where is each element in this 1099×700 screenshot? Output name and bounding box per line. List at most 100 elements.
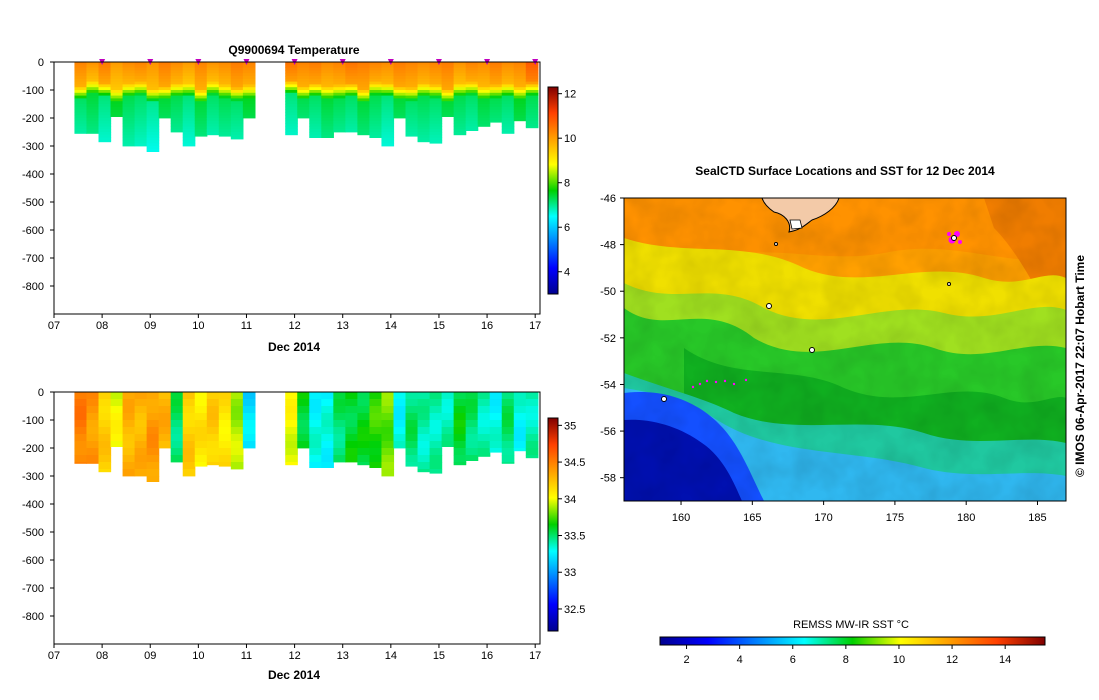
temperature-cell	[182, 62, 196, 66]
temperature-cell	[381, 129, 395, 133]
salinity-cell	[122, 469, 136, 477]
temperature-cell	[429, 104, 443, 108]
salinity-cell	[525, 420, 539, 428]
temperature-cell	[381, 90, 395, 94]
temperature-cell	[74, 129, 88, 133]
temperature-cell	[110, 104, 124, 108]
salinity-cell	[357, 448, 371, 456]
temperature-cell	[242, 90, 256, 94]
temperature-cell	[170, 73, 184, 77]
temperature-cell	[146, 70, 160, 74]
salinity-cell	[357, 427, 371, 435]
salinity-cell	[218, 427, 232, 435]
lon-tick-label: 180	[957, 512, 975, 524]
temperature-cell	[158, 106, 172, 110]
temperature-cell	[74, 115, 88, 119]
temperature-cell	[194, 81, 208, 85]
temperature-cell	[381, 112, 395, 116]
salinity-cell	[285, 406, 298, 414]
y-tick-label: -500	[22, 527, 44, 539]
temperature-cell	[441, 62, 455, 66]
temperature-cell	[465, 95, 479, 99]
salinity-cell	[134, 399, 148, 407]
salinity-cell	[218, 413, 232, 421]
salinity-cell	[369, 420, 383, 428]
temperature-cell	[309, 70, 322, 74]
salinity-cell	[86, 434, 100, 442]
temperature-cell	[489, 64, 503, 68]
temperature-cell	[501, 123, 515, 127]
salinity-cell	[501, 441, 515, 449]
temperature-cell	[74, 123, 88, 127]
temperature-cell	[477, 104, 491, 108]
temperature-cell	[525, 73, 539, 77]
temperature-cell	[369, 134, 383, 138]
temperature-cell	[194, 109, 208, 113]
salinity-cell	[74, 392, 88, 400]
salinity-cell	[98, 469, 112, 473]
temperature-cell	[477, 84, 491, 88]
temperature-cell	[417, 84, 431, 88]
temperature-cell	[218, 132, 232, 136]
temperature-cell	[230, 126, 244, 130]
temperature-cell	[206, 98, 220, 102]
salinity-cell	[477, 406, 491, 414]
temperature-cell	[122, 118, 136, 122]
temperature-cell	[417, 81, 431, 85]
temperature-cell	[182, 76, 196, 80]
temperature-cell	[206, 126, 220, 130]
temperature-cell	[218, 67, 232, 71]
temperature-cell	[357, 95, 371, 99]
temperature-cell	[206, 132, 220, 136]
temperature-cell	[453, 101, 467, 105]
temperature-cell	[489, 120, 503, 123]
temperature-cell	[501, 81, 515, 85]
salinity-cell	[134, 427, 148, 435]
temperature-cell	[146, 148, 160, 152]
temperature-cell	[429, 118, 443, 122]
temperature-cell	[405, 120, 419, 124]
temperature-cell	[333, 67, 346, 71]
temperature-cell	[146, 118, 160, 122]
temperature-cell	[321, 134, 334, 138]
temperature-cell	[513, 84, 527, 88]
temperature-cell	[429, 115, 443, 119]
temperature-cell	[285, 101, 298, 105]
y-tick-label: -800	[22, 281, 44, 293]
salinity-cell	[405, 448, 419, 456]
temperature-cell	[357, 67, 371, 71]
temperature-cell	[182, 140, 196, 144]
lon-tick-label: 175	[886, 512, 904, 524]
salinity-cell	[465, 406, 479, 414]
temperature-cell	[429, 140, 443, 144]
temperature-cell	[369, 104, 383, 108]
salinity-cell	[309, 427, 322, 435]
temperature-cell	[525, 92, 539, 96]
temperature-cell	[122, 98, 136, 102]
salinity-cell	[357, 399, 371, 407]
salinity-cell	[182, 434, 196, 442]
salinity-cell	[393, 420, 407, 428]
salinity-cell	[441, 427, 455, 435]
temperature-cell	[369, 132, 383, 136]
salinity-cell	[417, 427, 431, 435]
salinity-cell	[525, 413, 539, 421]
salinity-cell	[489, 399, 503, 407]
temperature-cell	[381, 76, 395, 80]
temperature-cell	[333, 70, 346, 74]
x-tick-label: 14	[385, 650, 397, 662]
salinity-cell	[381, 420, 395, 428]
temperature-cell	[218, 73, 232, 77]
temperature-cell	[194, 73, 208, 77]
salinity-cell	[182, 462, 196, 470]
temperature-cell	[98, 84, 112, 88]
temperature-cell	[86, 64, 100, 68]
salinity-cell	[297, 413, 310, 421]
salinity-cell	[345, 455, 358, 463]
salinity-cell	[297, 427, 310, 435]
temperature-cell	[357, 98, 371, 102]
temperature-cell	[309, 62, 322, 66]
temperature-cell	[369, 106, 383, 110]
temperature-cell	[465, 84, 479, 88]
temperature-cell	[309, 64, 322, 68]
